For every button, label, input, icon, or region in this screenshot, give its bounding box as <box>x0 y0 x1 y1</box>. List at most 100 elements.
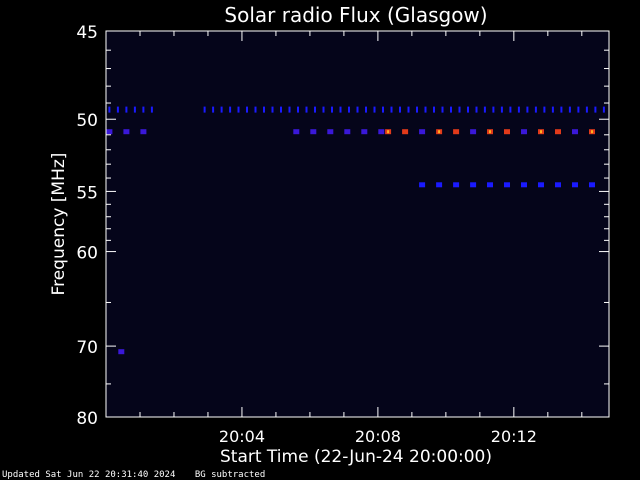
emission-hotspot <box>591 130 593 134</box>
y-tick-label: 60 <box>76 244 98 264</box>
emission-pixel <box>572 129 578 135</box>
emission-pixel <box>348 106 350 113</box>
footer: Updated Sat Jun 22 20:31:40 2024 BG subt… <box>2 470 279 480</box>
emission-pixel <box>361 129 368 135</box>
emission-pixel <box>271 106 274 113</box>
emission-pixel <box>142 106 145 113</box>
emission-pixel <box>594 106 597 113</box>
emission-pixel <box>125 106 128 113</box>
emission-pixel <box>254 106 257 113</box>
emission-pixel <box>555 182 561 188</box>
emission-pixel <box>419 182 426 188</box>
emission-features <box>106 106 605 355</box>
emission-hotspot <box>387 130 390 134</box>
emission-pixel <box>378 129 385 135</box>
emission-pixel <box>116 106 119 113</box>
emission-pixel <box>483 106 486 113</box>
emission-pixel <box>419 129 426 135</box>
emission-pixel <box>467 106 469 113</box>
emission-pixel <box>305 106 308 113</box>
emission-pixel <box>521 182 527 188</box>
emission-pixel <box>543 106 546 113</box>
emission-pixel <box>453 182 460 188</box>
emission-pixel <box>123 129 130 135</box>
emission-pixel <box>339 106 342 113</box>
x-tick-label: 20:04 <box>219 427 265 446</box>
emission-pixel <box>314 106 316 113</box>
emission-pixel <box>521 129 527 135</box>
emission-pixel <box>402 129 409 135</box>
emission-pixel <box>150 106 153 113</box>
y-tick-label: 50 <box>76 111 98 131</box>
emission-pixel <box>585 106 588 113</box>
y-tick-label: 45 <box>76 23 98 43</box>
emission-pixel <box>487 182 493 188</box>
emission-pixel <box>436 182 443 188</box>
emission-pixel <box>327 129 334 135</box>
emission-pixel <box>470 182 477 188</box>
emission-pixel <box>203 106 206 113</box>
emission-pixel <box>492 106 495 113</box>
emission-pixel <box>509 106 512 113</box>
emission-pixel <box>106 129 113 135</box>
emission-pixel <box>602 106 605 113</box>
y-tick-label: 80 <box>76 409 98 429</box>
emission-pixel <box>322 106 325 113</box>
emission-pixel <box>577 106 580 113</box>
emission-pixel <box>382 106 384 113</box>
emission-pixel <box>297 106 299 113</box>
y-tick-label: 55 <box>76 183 98 203</box>
chart-title: Solar radio Flux (Glasgow) <box>224 3 487 27</box>
emission-pixel <box>280 106 282 113</box>
x-tick-label: 20:08 <box>355 427 401 446</box>
emission-pixel <box>538 182 544 188</box>
bg-subtracted-note: BG subtracted <box>194 470 266 480</box>
emission-pixel <box>310 129 317 135</box>
emission-pixel <box>458 106 461 113</box>
emission-pixel <box>133 106 136 113</box>
emission-pixel <box>572 182 578 188</box>
x-axis-label: Start Time (22-Jun-24 20:00:00) <box>220 447 492 467</box>
emission-pixel <box>450 106 452 113</box>
emission-pixel <box>390 106 393 113</box>
emission-pixel <box>108 106 111 113</box>
emission-pixel <box>589 182 595 188</box>
emission-pixel <box>560 106 563 113</box>
emission-pixel <box>424 106 427 113</box>
emission-pixel <box>331 106 333 113</box>
emission-pixel <box>365 106 367 113</box>
emission-pixel <box>416 106 418 113</box>
emission-pixel <box>555 129 561 135</box>
emission-pixel <box>500 106 503 113</box>
emission-pixel <box>551 106 554 113</box>
emission-pixel <box>441 106 444 113</box>
emission-pixel <box>504 129 510 135</box>
emission-pixel <box>433 106 435 113</box>
updated-timestamp: Updated Sat Jun 22 20:31:40 2024 <box>2 470 176 480</box>
emission-hotspot <box>540 130 542 134</box>
emission-pixel <box>356 106 359 113</box>
emission-pixel <box>118 349 125 355</box>
emission-hotspot <box>489 130 491 134</box>
emission-pixel <box>526 106 529 113</box>
emission-pixel <box>453 129 460 135</box>
x-tick-label: 20:12 <box>491 427 537 446</box>
emission-pixel <box>212 106 215 113</box>
emission-hotspot <box>438 130 441 134</box>
emission-pixel <box>517 106 520 113</box>
emission-pixel <box>263 106 265 113</box>
emission-pixel <box>293 129 300 135</box>
y-axis-label: Frequency [MHz] <box>49 153 69 296</box>
emission-pixel <box>373 106 376 113</box>
emission-pixel <box>504 182 510 188</box>
emission-pixel <box>288 106 291 113</box>
emission-pixel <box>399 106 401 113</box>
x-axis: 20:04 20:08 20:12 <box>139 31 583 446</box>
emission-pixel <box>140 129 147 135</box>
y-axis: 45 50 55 60 70 80 <box>76 23 609 429</box>
emission-pixel <box>475 106 478 113</box>
emission-pixel <box>237 106 240 113</box>
plot-frame <box>105 30 610 418</box>
emission-pixel <box>229 106 232 113</box>
